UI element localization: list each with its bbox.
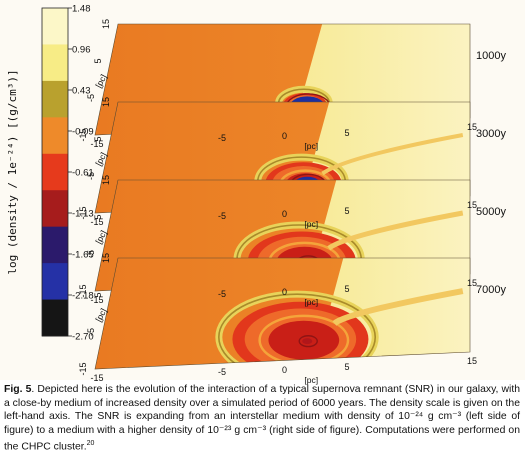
colorbar-tick-label: -0.61	[72, 167, 94, 179]
x-axis-tick-label: 0	[281, 208, 288, 219]
x-axis-tick-label: 15	[466, 356, 478, 366]
colorbar-tick-label: -1.13	[72, 208, 94, 220]
figure: 1.48 0.96 0.43 -0.09 -0.61 -1.13 -1.65 -2.18 -2.…	[0, 0, 525, 385]
colorbar-tick-label: 1.48	[72, 3, 91, 15]
panel-time-label: 1000y	[476, 49, 506, 62]
colorbar-tick-label: -2.70	[72, 331, 94, 343]
colorbar-segment	[42, 190, 68, 228]
figure-number: Fig. 5	[4, 384, 32, 395]
y-axis-tick-label: 5	[93, 292, 104, 298]
x-axis-tick-label: 15	[466, 278, 478, 288]
x-axis-tick-label: 0	[281, 286, 288, 297]
colorbar-segment	[42, 299, 68, 337]
x-axis-tick-label: 5	[344, 127, 350, 138]
colorbar-segment	[42, 153, 68, 191]
x-axis-tick-label: -15	[90, 373, 104, 383]
x-axis-unit: [pc]	[304, 374, 319, 385]
x-axis-tick-label: -5	[217, 289, 227, 300]
y-axis-tick-label: -5	[85, 93, 96, 103]
x-axis-unit: [pc]	[304, 140, 319, 151]
x-axis-tick-label: 5	[344, 283, 350, 294]
x-axis-tick-label: 0	[281, 364, 288, 375]
colorbar-segment	[42, 44, 68, 82]
x-axis-tick-label: 15	[466, 122, 478, 132]
x-axis-tick-label: 0	[281, 130, 288, 141]
colorbar-tick-label: -0.09	[72, 126, 94, 138]
x-axis-tick-label: -15	[90, 217, 104, 227]
colorbar-segment	[42, 80, 68, 118]
x-axis-tick-label: -5	[217, 367, 227, 378]
y-axis-tick-label: 15	[101, 174, 111, 186]
y-axis-tick-label: -15	[78, 206, 88, 220]
y-axis-tick-label: 5	[93, 214, 104, 220]
x-axis-tick-label: 15	[466, 200, 478, 210]
y-axis-tick-label: -5	[85, 249, 96, 259]
panel-time-label: 3000y	[476, 127, 506, 140]
x-axis-unit: [pc]	[304, 296, 319, 307]
figure-graphic	[41, 7, 471, 370]
colorbar-tick-label: 0.43	[72, 85, 91, 97]
colorbar-tick-label: 0.96	[72, 44, 91, 56]
x-axis-tick-label: 5	[344, 205, 350, 216]
y-axis-tick-label: 15	[101, 18, 111, 30]
colorbar-axis-label: log (density / 1e⁻²⁴) [(g/cm³)]	[6, 69, 19, 275]
simulation-panel	[94, 257, 471, 370]
y-axis-tick-label: -5	[85, 327, 96, 337]
panel-time-label: 5000y	[476, 205, 506, 218]
colorbar	[41, 7, 72, 337]
y-axis-tick-label: -15	[78, 284, 88, 298]
x-axis-unit: [pc]	[304, 218, 319, 229]
caption-text: . Depicted here is the evolution of the …	[4, 384, 520, 453]
colorbar-tick-label: -2.18	[72, 290, 94, 302]
figure-caption: Fig. 5. Depicted here is the evolution o…	[4, 383, 520, 454]
panel-time-label: 7000y	[476, 283, 506, 296]
colorbar-segment	[42, 226, 68, 264]
colorbar-segment	[42, 8, 68, 45]
x-axis-tick-label: -15	[90, 139, 104, 149]
y-axis-tick-label: 5	[93, 136, 104, 142]
x-axis-tick-label: 5	[344, 361, 350, 372]
x-axis-tick-label: -5	[217, 211, 227, 222]
caption-reference: 20	[86, 440, 95, 448]
y-axis-tick-label: 5	[93, 58, 104, 64]
colorbar-segment	[42, 117, 68, 155]
y-axis-tick-label: -15	[78, 128, 88, 142]
x-axis-tick-label: -15	[90, 295, 104, 305]
colorbar-tick-label: -1.65	[72, 249, 94, 261]
x-axis-tick-label: -5	[217, 133, 227, 144]
y-axis-tick-label: 15	[101, 96, 111, 108]
y-axis-tick-label: -5	[85, 171, 96, 181]
colorbar-segment	[42, 263, 68, 301]
y-axis-tick-label: -15	[78, 362, 88, 376]
y-axis-tick-label: 15	[101, 252, 111, 264]
